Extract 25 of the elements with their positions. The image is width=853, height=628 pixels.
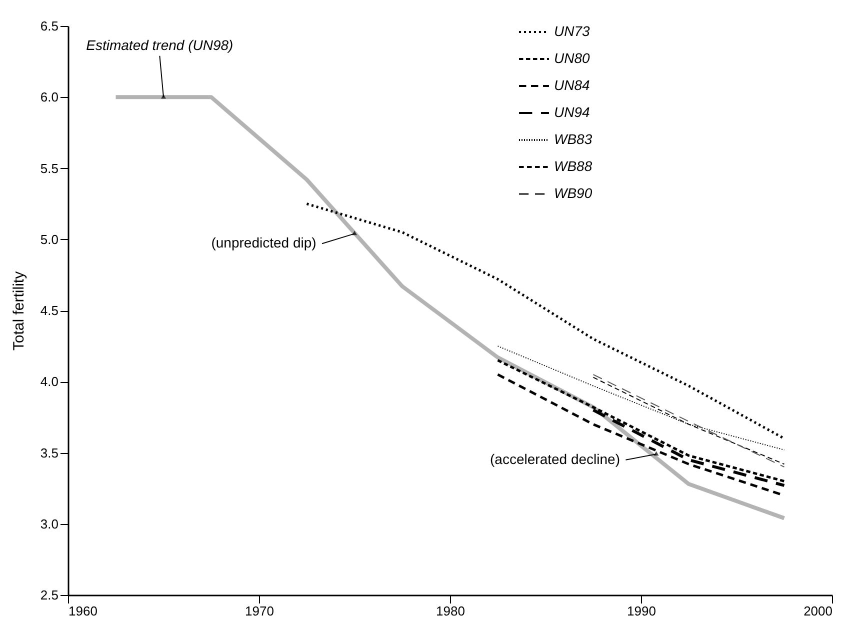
legend-label: UN84 <box>554 77 590 93</box>
x-tick-label: 1980 <box>436 604 465 618</box>
legend-label: WB83 <box>554 131 592 147</box>
y-tick-label: 4.5 <box>40 303 58 318</box>
annotation: (accelerated decline) <box>490 450 620 467</box>
y-tick-label: 6.5 <box>40 18 58 34</box>
x-tick-label: 1990 <box>627 604 656 618</box>
y-tick-label: 6.0 <box>40 90 58 105</box>
y-tick-label: 3.5 <box>40 445 58 460</box>
x-tick-label: 1960 <box>68 604 98 618</box>
y-axis-title: Total fertility <box>10 270 28 351</box>
x-tick-label: 2000 <box>804 604 832 618</box>
legend-label: UN80 <box>554 50 590 66</box>
annotation: Estimated trend (UN98) <box>86 36 234 53</box>
x-tick-label: 1970 <box>245 604 274 618</box>
legend-label: WB90 <box>554 185 592 201</box>
y-tick-label: 4.0 <box>40 374 58 390</box>
legend-label: UN94 <box>554 104 590 120</box>
legend-label: UN73 <box>554 23 590 39</box>
annotation: (unpredicted dip) <box>211 234 316 251</box>
y-tick-label: 5.5 <box>40 160 58 176</box>
y-tick-label: 5.0 <box>40 232 58 247</box>
legend-label: WB88 <box>554 158 592 174</box>
y-tick-label: 3.0 <box>40 516 58 532</box>
y-tick-label: 2.5 <box>40 588 58 602</box>
